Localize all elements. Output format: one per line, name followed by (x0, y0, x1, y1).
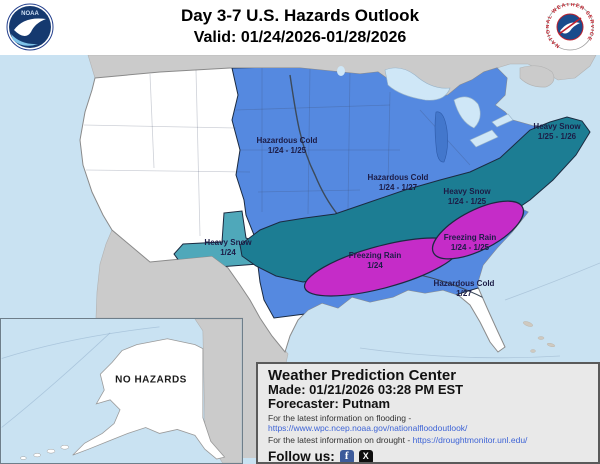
info-title: Weather Prediction Center (268, 367, 457, 384)
info-forecaster: Forecaster: Putnam (268, 396, 391, 411)
page-title: Day 3-7 U.S. Hazards Outlook (180, 6, 420, 25)
label-freezing-rain-1: Freezing Rain 1/24 (348, 251, 402, 270)
bahamas-islands (523, 321, 556, 353)
info-made: Made: 01/21/2026 03:28 PM EST (268, 382, 464, 397)
flood-outlook-link[interactable]: https://www.wpc.ncep.noaa.gov/nationalfl… (268, 423, 468, 433)
flood-info-line: For the latest information on flooding -… (268, 413, 468, 433)
graticule-lines (359, 262, 600, 359)
label-freezing-rain-2: Freezing Rain 1/24 - 1/25 (443, 233, 497, 252)
nws-logo-icon: NATIONAL WEATHER SERVICE (546, 3, 594, 51)
label-hazardous-cold-3: Hazardous Cold 1/27 (433, 279, 495, 298)
label-heavy-snow-3: Heavy Snow 1/24 (204, 238, 252, 257)
label-heavy-snow-2: Heavy Snow 1/25 - 1/26 (533, 122, 581, 141)
no-hazards-label: NO HAZARDS (115, 374, 187, 386)
alaska-inset: NO HAZARDS (0, 318, 243, 464)
inset-aleutians (20, 445, 69, 460)
info-box: Weather Prediction Center Made: 01/21/20… (256, 362, 600, 464)
label-heavy-snow-1: Heavy Snow 1/24 - 1/25 (443, 187, 491, 206)
follow-us-row: Follow us: f X (268, 449, 588, 464)
label-hazardous-cold-1: Hazardous Cold 1/24 - 1/25 (256, 136, 318, 155)
x-icon[interactable]: X (358, 449, 373, 462)
label-hazardous-cold-2: Hazardous Cold 1/24 - 1/27 (367, 173, 429, 192)
nova-scotia (519, 65, 555, 88)
inset-graticule (1, 326, 160, 428)
inset-alaska (72, 338, 226, 460)
header-bar: NOAA Day 3-7 U.S. Hazards Outlook Valid:… (0, 0, 600, 55)
facebook-icon[interactable]: f (339, 449, 354, 462)
drought-monitor-link[interactable]: https://droughtmonitor.unl.edu/ (412, 435, 528, 445)
mexico-strip (243, 318, 257, 458)
noaa-logo-icon: NOAA (6, 3, 54, 51)
alaska-inset-map (1, 319, 242, 463)
drought-info-line: For the latest information on drought - … (268, 435, 528, 445)
svg-text:NOAA: NOAA (21, 11, 39, 17)
lake-ontario (491, 113, 514, 128)
lake-of-the-woods (337, 66, 345, 76)
lake-michigan (434, 111, 448, 163)
region-freezing-rain-east (431, 200, 525, 260)
cold-region-divider (289, 74, 339, 216)
follow-us-label: Follow us: (268, 449, 335, 464)
valid-dates: Valid: 01/24/2026-01/28/2026 (193, 29, 407, 46)
lake-huron (453, 96, 481, 129)
lake-erie (469, 129, 499, 148)
lake-superior (384, 67, 451, 101)
